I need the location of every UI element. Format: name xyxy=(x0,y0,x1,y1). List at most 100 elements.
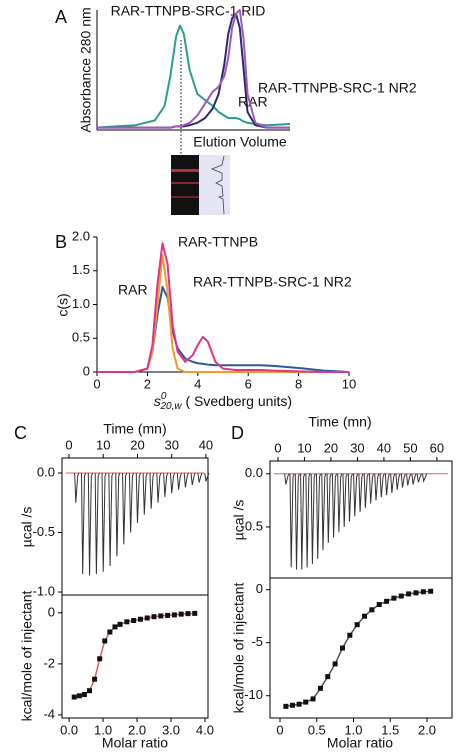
series-line xyxy=(97,242,349,373)
injection-peak xyxy=(300,473,306,570)
injection-peak xyxy=(142,472,148,515)
x-tick-label: 60 xyxy=(430,440,444,455)
data-point xyxy=(296,701,302,707)
injection-peak xyxy=(406,473,412,486)
x-tick-label: 1.0 xyxy=(94,722,112,737)
data-point xyxy=(354,622,360,628)
x-tick-label: 0 xyxy=(93,376,100,391)
injection-peak xyxy=(94,472,100,575)
injection-peak xyxy=(310,473,316,565)
y-tick-label: -5 xyxy=(251,634,263,649)
x-axis-label: Molar ratio xyxy=(327,735,393,751)
data-point xyxy=(420,589,426,595)
x-tick-label: 40 xyxy=(199,437,213,452)
data-point xyxy=(185,611,191,617)
series-label: RAR xyxy=(118,282,148,298)
injection-peak xyxy=(135,472,141,524)
x-axis-label: Time (mn) xyxy=(103,421,166,437)
data-point xyxy=(137,616,143,622)
x-tick-label: 30 xyxy=(350,440,364,455)
data-point xyxy=(165,612,171,618)
data-point xyxy=(124,619,130,625)
injection-peak xyxy=(294,473,300,570)
y-tick-label: -0.5 xyxy=(241,518,263,533)
injection-peak xyxy=(379,473,385,498)
injection-peak xyxy=(374,473,380,501)
data-point xyxy=(151,614,157,620)
fit-line xyxy=(285,590,431,708)
y-tick-label: 2.0 xyxy=(72,228,90,243)
injection-peak xyxy=(284,473,290,485)
injection-peak xyxy=(170,472,176,494)
y-tick-label: 0 xyxy=(83,363,90,378)
injection-peak xyxy=(400,473,406,488)
x-tick-label: 0 xyxy=(276,722,283,737)
x-label-sup: 0 xyxy=(161,391,167,402)
gel-band xyxy=(171,196,199,198)
injection-peak xyxy=(115,472,121,557)
fit-line xyxy=(74,612,195,698)
x-tick-label: 2 xyxy=(144,376,151,391)
data-point xyxy=(325,674,331,680)
injection-peak xyxy=(122,472,128,545)
x-tick-label: 6 xyxy=(245,376,252,391)
injection-peak xyxy=(149,472,155,509)
data-point xyxy=(310,696,316,702)
x-axis-label: Time (mn) xyxy=(308,414,371,430)
injection-peak xyxy=(395,473,401,490)
plot-frame xyxy=(269,577,453,719)
injection-peak xyxy=(204,472,210,482)
series-label: RAR-TTNPB-SRC-1 NR2 xyxy=(258,80,417,96)
data-point xyxy=(102,638,108,644)
y-tick-label: -10 xyxy=(244,687,263,702)
x-axis-label: Elution Volume xyxy=(193,134,287,150)
data-point xyxy=(317,685,323,691)
y-tick-label: 0.0 xyxy=(245,465,263,480)
data-point xyxy=(303,699,309,705)
data-point xyxy=(131,618,137,624)
injection-peak xyxy=(87,472,93,576)
data-point xyxy=(81,692,87,698)
x-tick-label: 8 xyxy=(295,376,302,391)
injection-peak xyxy=(183,472,189,488)
data-point xyxy=(376,602,382,608)
panel-label: D xyxy=(231,423,244,443)
y-axis-label: µcal /s xyxy=(19,507,35,548)
x-tick-label: 50 xyxy=(403,440,417,455)
x-tick-label: 40 xyxy=(377,440,391,455)
injection-peak xyxy=(337,473,343,533)
injection-peak xyxy=(331,473,338,538)
injection-peak xyxy=(416,473,422,483)
data-point xyxy=(347,632,353,638)
data-point xyxy=(391,595,397,601)
y-tick-label: -2 xyxy=(43,655,55,670)
panel-label: C xyxy=(14,423,27,443)
series-line xyxy=(97,285,350,373)
plot-frame xyxy=(61,594,209,719)
injection-peak xyxy=(368,473,375,504)
injection-peak xyxy=(176,472,183,490)
injection-peak xyxy=(421,473,428,484)
y-axis-label: µcal /s xyxy=(231,500,247,541)
x-tick-label: 1.0 xyxy=(344,722,362,737)
x-tick-label: 20 xyxy=(324,440,338,455)
x-tick-label: 10 xyxy=(342,376,356,391)
series-line xyxy=(97,9,290,129)
y-tick-label: 1.5 xyxy=(72,262,90,277)
injection-peak xyxy=(80,472,87,575)
data-point xyxy=(428,588,434,594)
data-point xyxy=(192,610,198,616)
x-tick-label: 4 xyxy=(194,376,201,391)
y-tick-label: 0.5 xyxy=(72,330,90,345)
series-line xyxy=(97,254,349,373)
series-line xyxy=(97,12,290,129)
x-axis-label: s0 20,w ( Svedberg units) xyxy=(154,391,292,412)
x-tick-label: 0.5 xyxy=(308,722,326,737)
data-point xyxy=(92,676,98,682)
injection-peak xyxy=(326,473,332,543)
data-point xyxy=(413,590,419,596)
gel-inset xyxy=(171,40,230,215)
series-label: RAR-TTNPB-SRC-1 RID xyxy=(111,3,266,19)
x-tick-label: 3.0 xyxy=(162,722,180,737)
